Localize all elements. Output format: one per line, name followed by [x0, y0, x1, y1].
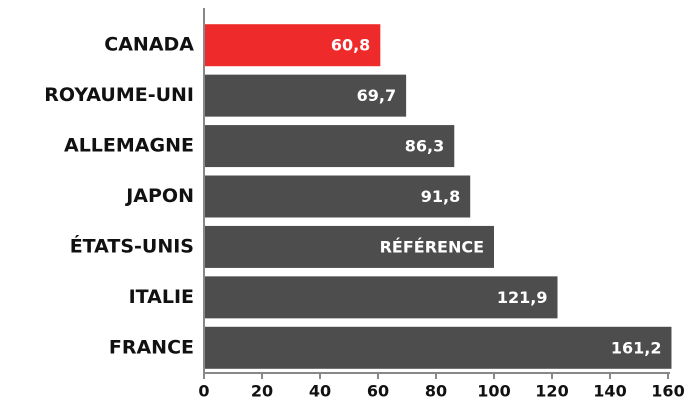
value-label: 161,2 — [611, 338, 662, 357]
x-tick-label: 120 — [535, 382, 568, 401]
category-label: JAPON — [124, 185, 194, 207]
x-tick-label: 80 — [425, 382, 447, 401]
x-tick-label: 40 — [309, 382, 331, 401]
x-tick-label: 60 — [367, 382, 389, 401]
category-label: CANADA — [104, 34, 194, 56]
bar — [204, 24, 381, 67]
x-tick-label: 0 — [198, 382, 209, 401]
bar — [204, 175, 471, 218]
bar — [204, 225, 494, 268]
value-label: 60,8 — [331, 36, 370, 55]
bar — [204, 326, 672, 369]
value-label: 69,7 — [357, 86, 396, 105]
x-tick-label: 160 — [651, 382, 684, 401]
bar — [204, 276, 558, 319]
value-label: 121,9 — [497, 288, 548, 307]
x-tick-label: 100 — [477, 382, 510, 401]
x-tick-label: 140 — [593, 382, 626, 401]
value-label: RÉFÉRENCE — [380, 237, 484, 256]
category-label: FRANCE — [109, 336, 194, 358]
category-label: ROYAUME-UNI — [44, 84, 194, 106]
category-label: ALLEMAGNE — [64, 135, 194, 157]
bar — [204, 74, 407, 117]
value-label: 86,3 — [405, 137, 444, 156]
category-label: ÉTATS-UNIS — [70, 234, 194, 257]
value-label: 91,8 — [421, 187, 460, 206]
bar — [204, 125, 455, 168]
category-label: ITALIE — [129, 286, 194, 308]
x-tick-label: 20 — [251, 382, 273, 401]
